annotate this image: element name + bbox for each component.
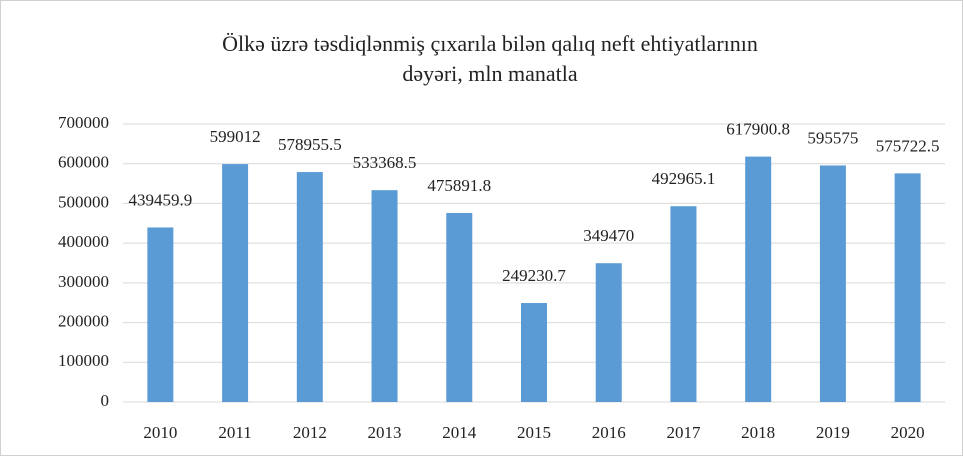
y-tick-label: 200000 xyxy=(58,311,109,330)
y-tick-label: 600000 xyxy=(58,153,109,172)
y-tick-label: 300000 xyxy=(58,272,109,291)
data-label: 349470 xyxy=(583,226,634,245)
x-tick-label: 2019 xyxy=(816,423,850,442)
bar xyxy=(595,263,622,402)
data-label: 595575 xyxy=(807,128,858,147)
x-tick-label: 2012 xyxy=(293,423,327,442)
bar xyxy=(222,164,249,402)
x-tick-label: 2017 xyxy=(666,423,701,442)
bar xyxy=(446,213,473,402)
bar xyxy=(670,206,697,402)
chart-title: Ölkə üzrə təsdiqlənmiş çıxarıla bilən qa… xyxy=(222,31,758,56)
y-tick-label: 700000 xyxy=(58,113,109,132)
x-tick-label: 2015 xyxy=(517,423,551,442)
data-label: 492965.1 xyxy=(652,169,716,188)
y-tick-label: 0 xyxy=(101,391,110,410)
y-tick-label: 500000 xyxy=(58,192,109,211)
data-label: 575722.5 xyxy=(876,136,940,155)
x-tick-label: 2016 xyxy=(592,423,626,442)
x-tick-label: 2010 xyxy=(143,423,177,442)
data-label: 439459.9 xyxy=(128,190,192,209)
y-tick-label: 400000 xyxy=(58,232,109,251)
bar xyxy=(745,156,772,402)
bar xyxy=(894,173,921,402)
data-label: 475891.8 xyxy=(427,176,491,195)
x-tick-label: 2018 xyxy=(741,423,775,442)
y-tick-label: 100000 xyxy=(58,351,109,370)
data-label: 578955.5 xyxy=(278,135,342,154)
x-tick-label: 2020 xyxy=(891,423,925,442)
bar xyxy=(296,172,323,402)
bar xyxy=(521,303,547,402)
x-tick-label: 2013 xyxy=(368,423,402,442)
chart-title: dəyəri, mln manatla xyxy=(402,61,578,86)
bar xyxy=(371,190,398,402)
x-tick-label: 2011 xyxy=(218,423,251,442)
bar xyxy=(147,227,174,402)
bar xyxy=(819,165,846,402)
data-label: 533368.5 xyxy=(353,153,417,172)
data-label: 617900.8 xyxy=(726,120,790,139)
x-tick-label: 2014 xyxy=(442,423,477,442)
data-label: 599012 xyxy=(210,127,261,146)
data-label: 249230.7 xyxy=(502,266,566,285)
